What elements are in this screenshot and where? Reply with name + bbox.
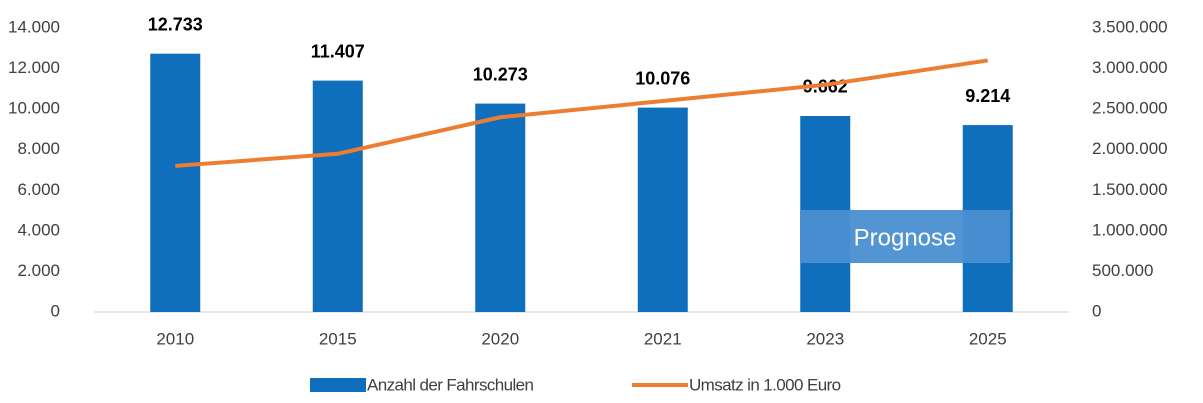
- bar: [475, 103, 526, 312]
- y-tick-label: 0: [51, 301, 60, 320]
- x-tick-label: 2023: [806, 329, 844, 348]
- data-label: 11.407: [311, 41, 365, 61]
- legend-label: Anzahl der Fahrschulen: [367, 375, 533, 394]
- y2-tick-label: 3.000.000: [1092, 58, 1168, 77]
- bar: [312, 80, 363, 312]
- y2-tick-label: 0: [1092, 301, 1101, 320]
- data-label: 12.733: [148, 14, 203, 34]
- x-tick-label: 2021: [644, 329, 682, 348]
- annotation: Prognose: [854, 224, 957, 251]
- annotation-box: [800, 210, 1010, 263]
- x-tick-label: 2025: [969, 329, 1007, 348]
- y2-tick-label: 3.500.000: [1092, 17, 1168, 36]
- y2-tick-label: 2.500.000: [1092, 99, 1168, 118]
- bar: [150, 53, 201, 313]
- y-tick-label: 4.000: [17, 220, 60, 239]
- data-label: 10.273: [473, 64, 528, 84]
- y2-tick-label: 500.000: [1092, 261, 1153, 280]
- x-tick-label: 2015: [319, 329, 357, 348]
- data-label: 10.076: [635, 68, 690, 88]
- y-tick-label: 2.000: [17, 261, 60, 280]
- line: [175, 58, 989, 168]
- y2-tick-label: 1.500.000: [1092, 180, 1168, 199]
- y-tick-label: 6.000: [17, 180, 60, 199]
- data-label: 9.214: [965, 86, 1010, 106]
- x-tick-label: 2020: [481, 329, 519, 348]
- legend-swatch: [310, 378, 366, 392]
- y2-tick-label: 2.000.000: [1092, 139, 1168, 158]
- x-tick-label: 2010: [156, 329, 194, 348]
- legend-label: Umsatz in 1.000 Euro: [689, 375, 841, 394]
- y2-tick-label: 1.000.000: [1092, 220, 1168, 239]
- bar: [637, 107, 688, 313]
- y-tick-label: 10.000: [8, 99, 60, 118]
- y-tick-label: 12.000: [8, 58, 60, 77]
- y-tick-label: 14.000: [8, 17, 60, 36]
- y-tick-label: 8.000: [17, 139, 60, 158]
